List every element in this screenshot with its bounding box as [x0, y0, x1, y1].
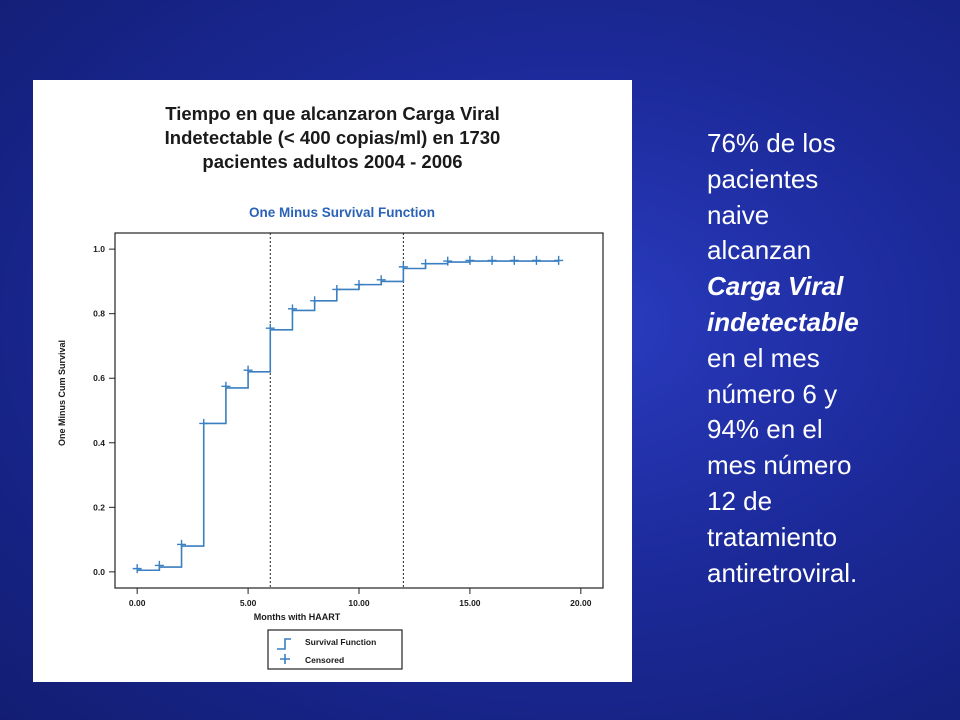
side-text-line: alcanzan: [707, 235, 812, 266]
censored-marker: [443, 256, 453, 266]
y-axis: 0.0 0.2 0.4 0.6 0.8 1.0: [93, 244, 115, 577]
legend-box: [267, 629, 403, 670]
side-text-line: 94% en el: [707, 414, 823, 445]
y-tick-label: 0.6: [93, 373, 105, 383]
chart-heading-line-3: pacientes adultos 2004 - 2006: [202, 151, 463, 172]
chart-heading-line-1: Tiempo en que alcanzaron Carga Viral: [165, 103, 500, 124]
side-text-line: 76% de los: [707, 128, 836, 158]
y-tick-label: 1.0: [93, 244, 105, 254]
legend-entry-survival: Survival Function: [305, 637, 376, 647]
censored-marker: [243, 365, 253, 375]
censored-marker: [332, 284, 342, 294]
legend-step-icon: [277, 638, 291, 650]
censored-marker: [177, 539, 187, 549]
censored-marker: [221, 381, 231, 391]
censored-marker: [132, 564, 142, 574]
censored-marker: [398, 262, 408, 272]
chart-heading: Tiempo en que alcanzaron Carga Viral Ind…: [33, 102, 632, 174]
side-text-line: antiretroviral.: [707, 557, 858, 588]
censored-marker: [199, 418, 209, 428]
censored-marker: [509, 255, 519, 265]
y-tick-label: 0.0: [93, 567, 105, 577]
side-text-line: pacientes: [707, 163, 819, 194]
legend: Survival Function Censored: [267, 629, 403, 670]
side-text-line: tratamiento: [707, 521, 838, 552]
chart-heading-line-2: Indetectable (< 400 copias/ml) en 1730: [164, 127, 501, 148]
censored-marker: [531, 255, 541, 265]
x-tick-label: 10.00: [348, 598, 370, 608]
reference-lines: [269, 233, 404, 588]
side-text: 76% de los pacientes naive alcanzan Carga Vi…: [707, 126, 947, 591]
survival-function-line: [137, 260, 559, 572]
side-text-line: indetectable: [707, 306, 859, 337]
censored-marker: [154, 560, 164, 570]
survival-chart: One Minus Survival Function 0.0 0.2 0.4 0.6…: [57, 205, 604, 670]
x-axis: 0.00 5.00 10.00 15.00 20.00: [129, 588, 592, 608]
y-tick-label: 0.8: [93, 309, 105, 319]
legend-entry-censored: Censored: [305, 655, 344, 665]
censored-marker: [376, 275, 386, 285]
x-tick-label: 20.00: [570, 598, 592, 608]
y-axis-label: One Minus Cum Survival: [57, 340, 67, 446]
chart-panel: Tiempo en que alcanzaron Carga Viral Ind…: [33, 80, 632, 682]
x-tick-label: 15.00: [459, 598, 481, 608]
chart-title: One Minus Survival Function: [249, 205, 435, 220]
side-text-line: mes número: [707, 450, 852, 481]
series-layer: [132, 255, 564, 574]
y-tick-label: 0.4: [93, 438, 105, 448]
censored-marker: [487, 255, 497, 265]
side-text-line: en el mes: [707, 342, 820, 373]
legend-plus-icon: [280, 654, 290, 664]
x-axis-label: Months with HAART: [254, 612, 341, 622]
x-tick-label: 5.00: [240, 598, 257, 608]
censored-marker: [554, 255, 564, 265]
censored-marker: [465, 255, 475, 265]
side-text-line: número 6 y: [707, 378, 838, 409]
x-tick-label: 0.00: [129, 598, 146, 608]
y-tick-label: 0.2: [93, 502, 105, 512]
censored-marker: [310, 296, 320, 306]
censored-marker: [421, 259, 431, 269]
side-text-line: naive: [707, 199, 770, 230]
side-text-line: Carga Viral: [707, 271, 844, 302]
censored-marker: [265, 323, 275, 333]
side-text-line: 12 de: [707, 485, 773, 516]
censored-marker: [354, 280, 364, 290]
censored-marker: [287, 304, 297, 314]
